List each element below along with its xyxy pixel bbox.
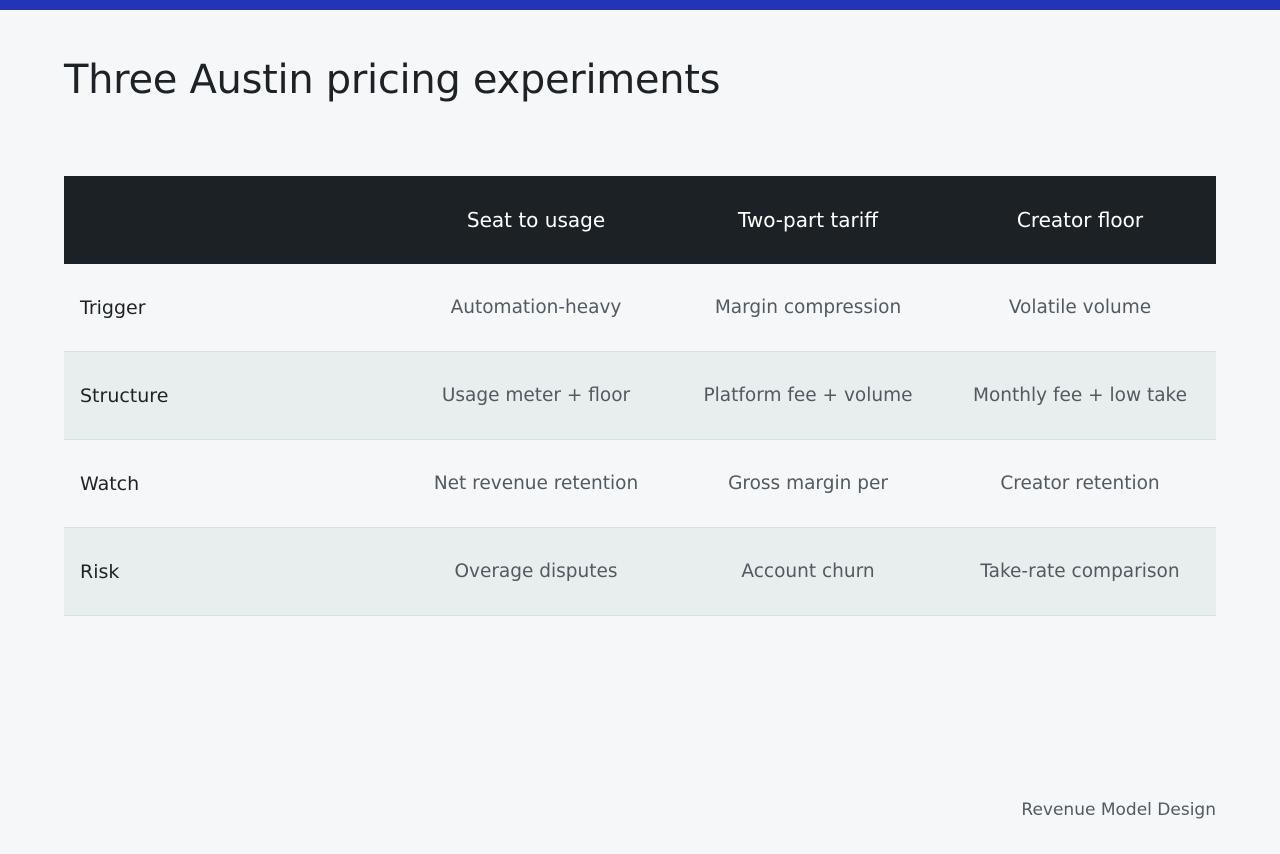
page-title: Three Austin pricing experiments — [64, 57, 721, 103]
table-row: Risk Overage disputes Account churn Take… — [64, 528, 1216, 616]
comparison-table: Seat to usage Two-part tariff Creator fl… — [64, 176, 1216, 616]
table-cell: Margin compression — [714, 297, 902, 318]
row-label-structure: Structure — [80, 384, 169, 407]
table-row: Trigger Automation-heavy Margin compress… — [64, 264, 1216, 352]
header-cell-creator-floor: Creator floor — [1016, 208, 1144, 232]
row-label-watch: Watch — [80, 472, 140, 495]
row-label-risk: Risk — [80, 560, 120, 583]
footer-caption: Revenue Model Design — [1021, 800, 1216, 820]
row-label-trigger: Trigger — [80, 296, 146, 319]
table-cell: Volatile volume — [1008, 297, 1152, 318]
table-cell: Automation-heavy — [450, 297, 622, 318]
table-row: Structure Usage meter + floor Platform f… — [64, 352, 1216, 440]
table-cell: Take-rate comparison — [980, 561, 1180, 582]
table-cell: Monthly fee + low take — [973, 385, 1187, 406]
table-cell: Platform fee + volume — [703, 385, 913, 406]
table-cell: Usage meter + floor — [441, 385, 631, 406]
table-cell: Creator retention — [1000, 473, 1160, 494]
table-cell: Overage disputes — [454, 561, 618, 582]
table-cell: Net revenue retention — [433, 473, 639, 494]
table-cell: Account churn — [741, 561, 875, 582]
accent-bar — [0, 0, 1280, 10]
header-cell-two-part-tariff: Two-part tariff — [737, 208, 879, 232]
table-header-row: Seat to usage Two-part tariff Creator fl… — [64, 176, 1216, 264]
table-row: Watch Net revenue retention Gross margin… — [64, 440, 1216, 528]
header-cell-seat-to-usage: Seat to usage — [466, 208, 606, 232]
table-cell: Gross margin per — [728, 473, 888, 494]
